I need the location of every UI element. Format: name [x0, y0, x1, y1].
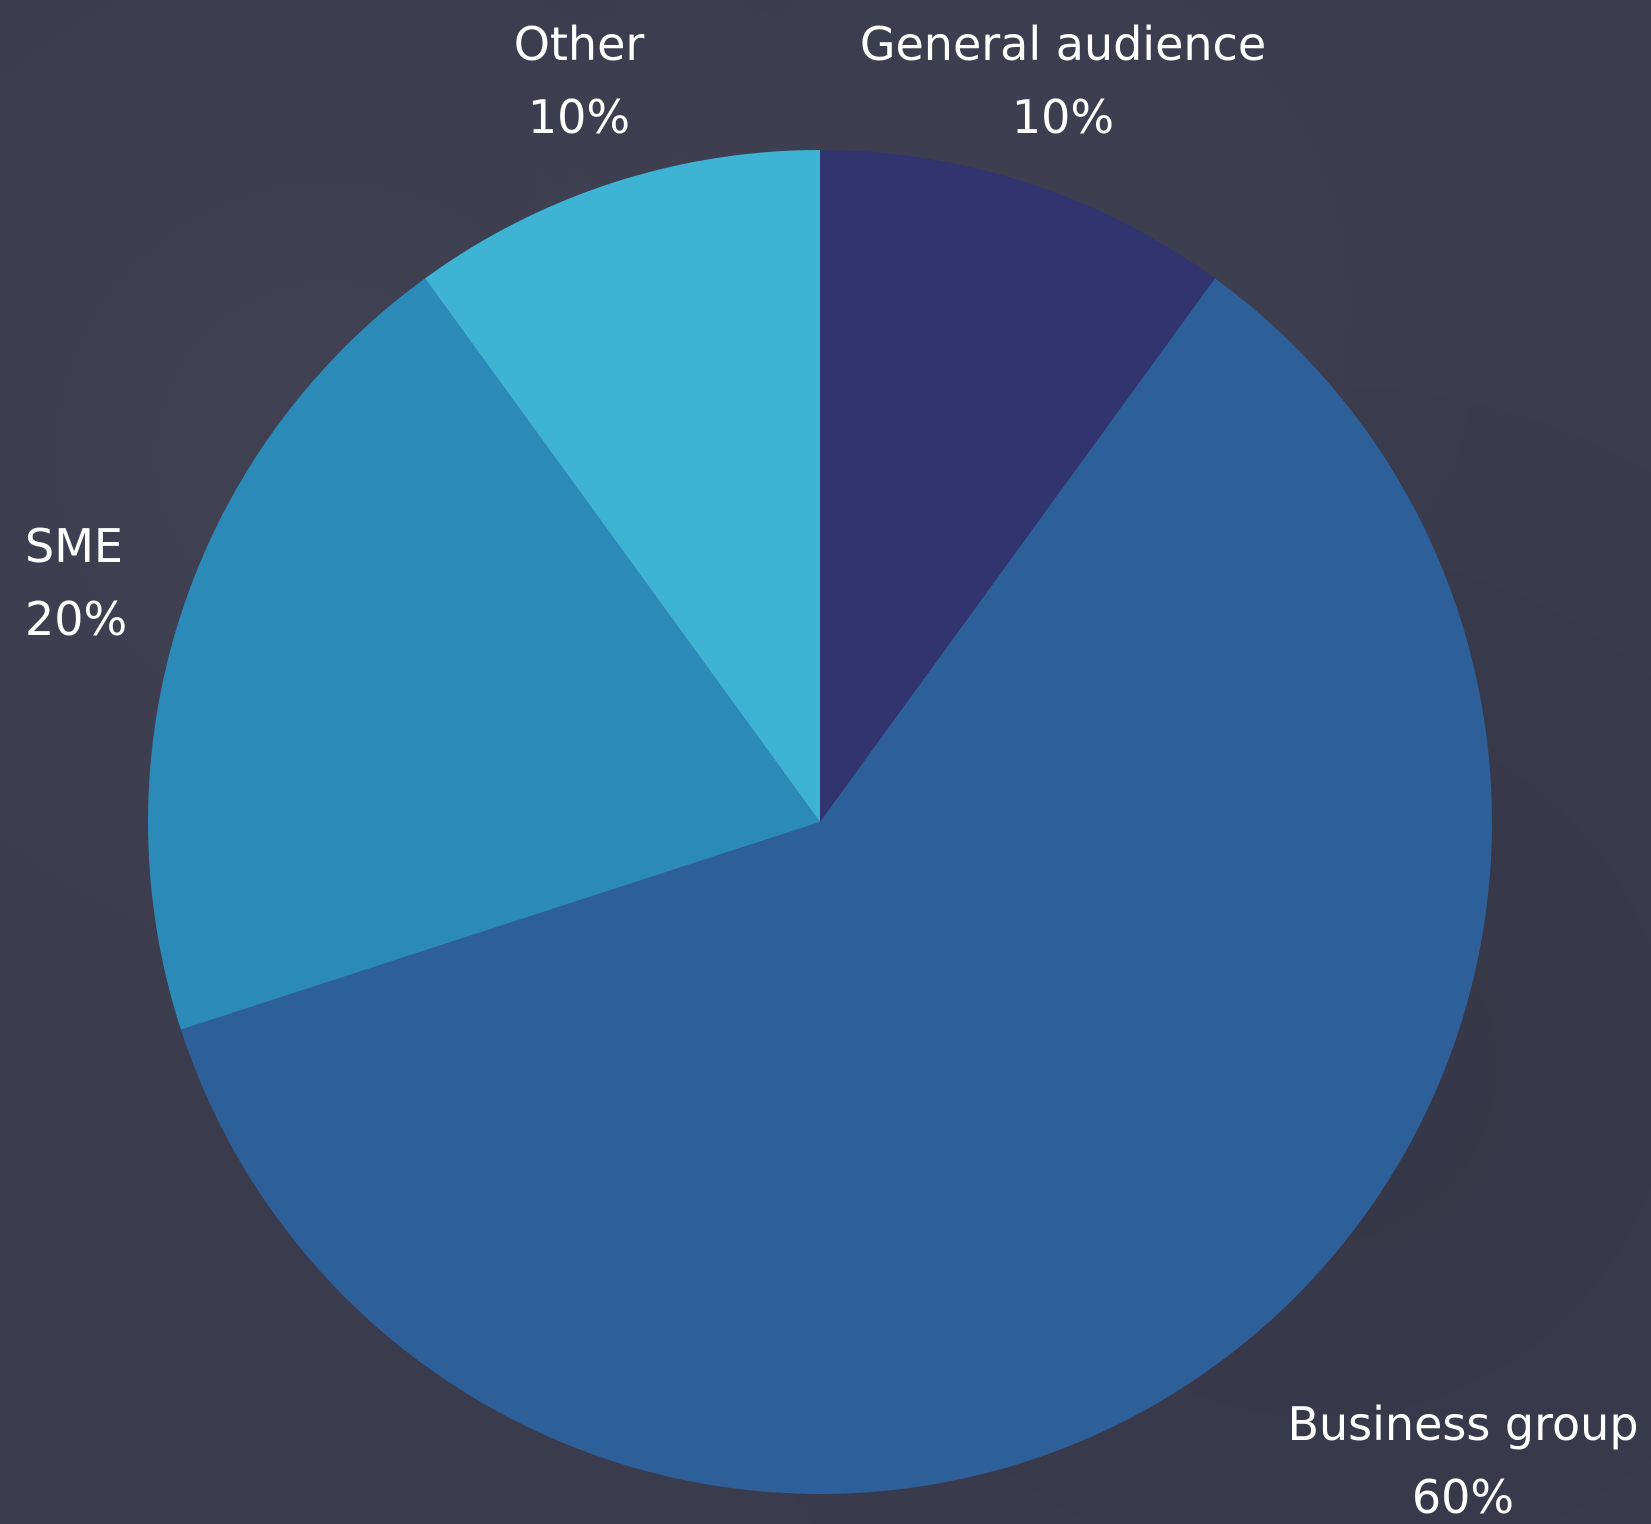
label-general-audience-name: General audience [860, 17, 1266, 71]
slice-business-group [180, 278, 1492, 1494]
slice-other [425, 150, 820, 822]
label-other-value: 10% [528, 90, 630, 144]
label-other-name: Other [514, 17, 645, 71]
label-business-group-name: Business group [1287, 1397, 1638, 1451]
label-sme-name: SME [25, 519, 123, 573]
slice-general-audience [820, 150, 1215, 822]
label-sme-value: 20% [25, 592, 127, 646]
slice-sme [148, 278, 821, 1030]
pie-slices [148, 150, 1492, 1494]
pie-labels: General audience 10% Business group 60% … [25, 17, 1639, 1524]
label-business-group-value: 60% [1412, 1470, 1514, 1524]
label-general-audience-value: 10% [1012, 90, 1114, 144]
